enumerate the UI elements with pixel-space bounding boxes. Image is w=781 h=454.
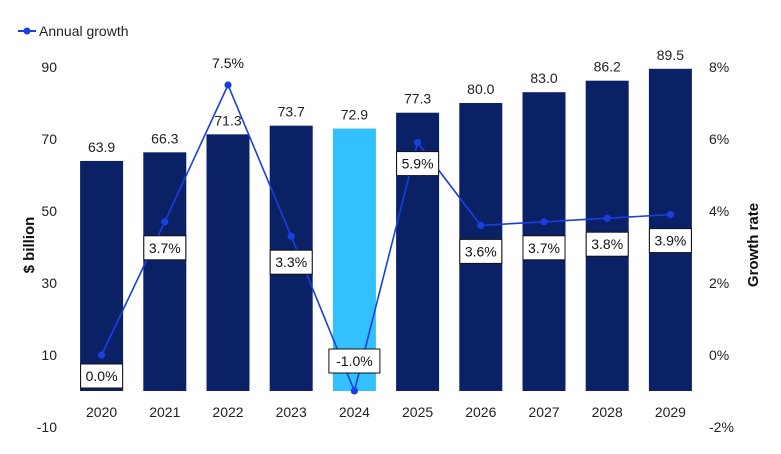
growth-value-label: 0.0% (86, 368, 118, 384)
y2-tick-label: 2% (709, 275, 729, 291)
y-tick-label: 90 (41, 59, 57, 75)
y-tick-label: 70 (41, 131, 57, 147)
y2-tick-label: -2% (709, 419, 734, 435)
growth-value-label: 3.3% (275, 254, 307, 270)
growth-value-label: 3.7% (528, 240, 560, 256)
bar-value-label: 72.9 (341, 107, 368, 123)
bar-value-label: 73.7 (278, 104, 305, 120)
legend: Annual growth (18, 23, 129, 39)
legend-label-annual-growth: Annual growth (39, 23, 129, 39)
growth-value-label: -1.0% (336, 353, 373, 369)
legend-point-marker (23, 27, 31, 35)
growth-value-label: 3.9% (654, 233, 686, 249)
growth-label-box (80, 363, 124, 389)
y2-axis-title: Growth rate (745, 203, 762, 287)
growth-label-box (459, 238, 503, 264)
bar-value-label: 71.3 (214, 112, 241, 128)
bar-value-label: 66.3 (151, 130, 178, 146)
bar-value-label: 83.0 (530, 70, 557, 86)
x-tick-label: 2024 (339, 404, 370, 420)
bar-value-label: 80.0 (467, 81, 494, 97)
x-tick-label: 2028 (592, 404, 623, 420)
growth-label-box (648, 228, 692, 254)
growth-value-label: 3.7% (149, 240, 181, 256)
growth-point (287, 232, 295, 240)
x-tick-label: 2023 (276, 404, 307, 420)
growth-label-box (269, 249, 313, 275)
y-tick-label: 10 (41, 347, 57, 363)
growth-value-label: 3.6% (465, 243, 497, 259)
growth-value-label: 5.9% (402, 156, 434, 172)
x-axis: 2020 2021 2022 2023 2024 2025 2026 2027 2028 2029 (86, 404, 686, 420)
y2-axis: 8% 6% 4% 2% 0% -2% (709, 59, 734, 435)
y2-tick-label: 8% (709, 59, 729, 75)
growth-point (414, 139, 422, 147)
growth-value-label: 3.8% (591, 236, 623, 252)
x-tick-label: 2025 (402, 404, 433, 420)
y2-tick-label: 0% (709, 347, 729, 363)
x-tick-label: 2022 (212, 404, 243, 420)
y-tick-label: 50 (41, 203, 57, 219)
bar (332, 128, 376, 391)
x-tick-label: 2021 (149, 404, 180, 420)
x-tick-label: 2020 (86, 404, 117, 420)
y2-tick-label: 4% (709, 203, 729, 219)
bar-value-label: 86.2 (594, 59, 621, 75)
growth-point (603, 214, 611, 222)
growth-point (161, 218, 169, 226)
bar (206, 134, 250, 391)
growth-line (100, 83, 671, 394)
y-axis: 90 70 50 30 10 -10 (37, 59, 57, 435)
bar-series (80, 68, 692, 392)
growth-point (350, 387, 358, 395)
bar-value-labels: 63.9 66.3 71.3 73.7 72.9 77.3 80.0 83.0 86.2 89.5 (88, 47, 684, 155)
y2-tick-label: 6% (709, 131, 729, 147)
growth-label-box (585, 231, 629, 257)
y-tick-label: -10 (37, 419, 57, 435)
growth-point (98, 351, 106, 359)
growth-point (540, 218, 548, 226)
growth-point (477, 221, 485, 229)
growth-point (224, 81, 232, 89)
growth-point (666, 211, 675, 219)
growth-label-box (143, 235, 187, 261)
x-tick-label: 2029 (655, 404, 686, 420)
x-tick-label: 2026 (465, 404, 496, 420)
bar-value-label: 77.3 (404, 91, 431, 107)
growth-label-box (396, 151, 440, 177)
growth-line-series (98, 81, 675, 395)
x-tick-label: 2027 (528, 404, 559, 420)
growth-label-box (328, 348, 381, 374)
bar-value-label: 63.9 (88, 139, 115, 155)
growth-label-box (522, 235, 566, 261)
growth-value-label: 7.5% (212, 55, 244, 71)
bar-value-label: 89.5 (657, 47, 684, 63)
y-axis-title: $ billion (21, 217, 38, 274)
growth-value-labels: 0.0% 3.7% 7.5% 3.3% -1.0% 5.9% 3.6% 3.7% 3.8% 3.9… (80, 55, 692, 389)
y-tick-label: 30 (41, 275, 57, 291)
